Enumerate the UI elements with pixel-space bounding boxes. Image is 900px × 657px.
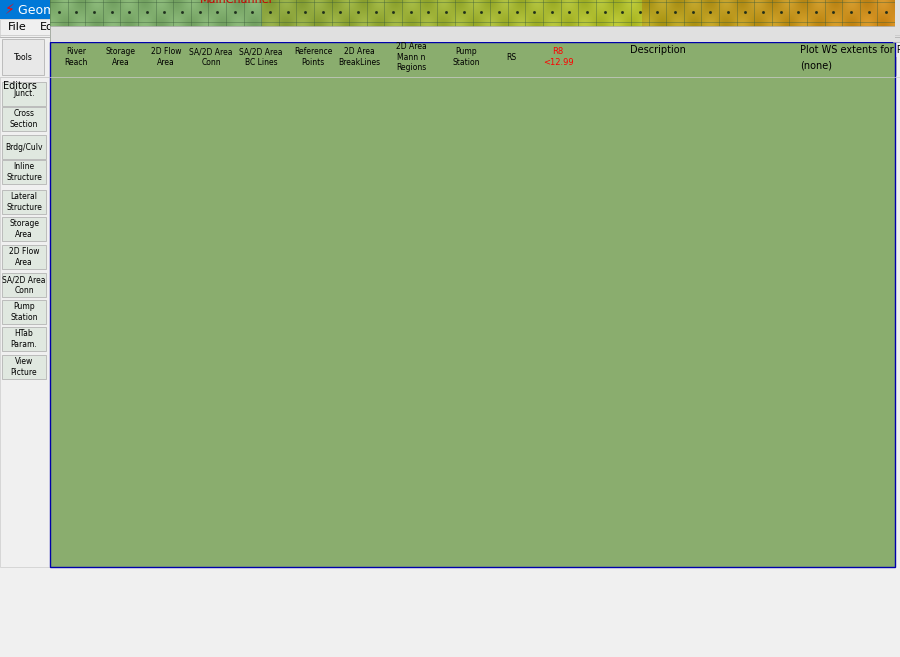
Text: 2D Area
Mann n
Regions: 2D Area Mann n Regions xyxy=(396,42,427,72)
Bar xyxy=(100,39,142,75)
Text: 2D Flow
Area: 2D Flow Area xyxy=(9,247,40,267)
Text: Lateral
Structure: Lateral Structure xyxy=(6,193,42,212)
Bar xyxy=(2,82,46,106)
Bar xyxy=(2,245,46,269)
Text: Options: Options xyxy=(68,22,111,32)
Bar xyxy=(2,217,46,241)
Text: Editors: Editors xyxy=(3,81,37,91)
Bar xyxy=(2,190,46,214)
Bar xyxy=(0,77,50,567)
Bar xyxy=(625,39,785,75)
Text: Tools: Tools xyxy=(14,53,32,62)
Bar xyxy=(2,135,46,159)
Bar xyxy=(2,300,46,324)
Bar xyxy=(798,57,896,75)
Text: SA/2D Area
Conn: SA/2D Area Conn xyxy=(2,275,46,295)
Bar xyxy=(0,19,900,35)
Text: 2D Area
BreakLines: 2D Area BreakLines xyxy=(338,47,380,67)
Bar xyxy=(292,39,334,75)
Text: RS: RS xyxy=(506,53,516,62)
Bar xyxy=(2,160,46,184)
Bar xyxy=(2,39,44,75)
Text: SA/2D Area
BC Lines: SA/2D Area BC Lines xyxy=(239,47,283,67)
Bar xyxy=(0,19,900,37)
Text: Help: Help xyxy=(240,22,266,32)
Bar xyxy=(2,273,46,297)
Text: ✕: ✕ xyxy=(870,3,880,16)
Text: Edit: Edit xyxy=(40,22,61,32)
Text: Cross
Section: Cross Section xyxy=(10,109,38,129)
Text: GIS Tools: GIS Tools xyxy=(205,22,255,32)
Text: HTab
Param.: HTab Param. xyxy=(11,329,38,349)
Text: MainChannel: MainChannel xyxy=(200,0,273,5)
Bar xyxy=(583,39,619,75)
Bar xyxy=(55,39,97,75)
Text: SA/2D Area
Conn: SA/2D Area Conn xyxy=(189,47,233,67)
Text: R8
<12.99: R8 <12.99 xyxy=(543,47,573,67)
Text: Junct.: Junct. xyxy=(14,89,35,99)
Bar xyxy=(240,39,282,75)
Bar xyxy=(50,42,895,567)
Text: (none): (none) xyxy=(800,61,832,71)
Bar xyxy=(190,39,232,75)
Bar xyxy=(50,29,888,39)
Text: Tools: Tools xyxy=(175,22,202,32)
Text: 2D Flow
Area: 2D Flow Area xyxy=(151,47,181,67)
Bar xyxy=(2,355,46,379)
Bar xyxy=(50,26,895,42)
Bar xyxy=(2,107,46,131)
Text: Inline
Structure: Inline Structure xyxy=(6,162,42,182)
Text: Brdg/Culv: Brdg/Culv xyxy=(5,143,43,152)
Text: Pump
Station: Pump Station xyxy=(452,47,480,67)
Bar xyxy=(0,0,900,20)
Bar xyxy=(537,39,579,75)
Bar xyxy=(445,39,487,75)
Bar xyxy=(2,327,46,351)
Text: Plot WS extents for Profile:: Plot WS extents for Profile: xyxy=(800,45,900,55)
Text: Pump
Station: Pump Station xyxy=(10,302,38,322)
Text: River
Reach: River Reach xyxy=(64,47,87,67)
Text: 2051711.54, 350215.47: 2051711.54, 350215.47 xyxy=(752,27,870,37)
Text: Description: Description xyxy=(630,45,686,55)
Text: Geometric Data - SA to 2D Flow Area: Geometric Data - SA to 2D Flow Area xyxy=(18,3,250,16)
Bar xyxy=(390,39,432,75)
Bar xyxy=(338,39,380,75)
Text: Tables: Tables xyxy=(142,22,176,32)
Text: View
Picture: View Picture xyxy=(11,357,37,376)
Bar xyxy=(250,29,370,39)
Text: Reference
Points: Reference Points xyxy=(293,47,332,67)
Text: File: File xyxy=(8,22,27,32)
Text: Storage
Area: Storage Area xyxy=(106,47,136,67)
Text: □: □ xyxy=(830,3,842,16)
Text: Storage
Area: Storage Area xyxy=(9,219,39,238)
Text: ─: ─ xyxy=(790,3,797,16)
Text: View: View xyxy=(110,22,137,32)
Bar xyxy=(893,0,900,42)
Bar xyxy=(0,35,900,77)
Bar xyxy=(145,39,187,75)
Bar xyxy=(490,39,532,75)
Text: ⚡: ⚡ xyxy=(5,3,14,17)
